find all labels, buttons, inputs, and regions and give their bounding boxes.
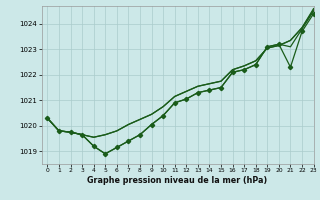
X-axis label: Graphe pression niveau de la mer (hPa): Graphe pression niveau de la mer (hPa)	[87, 176, 268, 185]
